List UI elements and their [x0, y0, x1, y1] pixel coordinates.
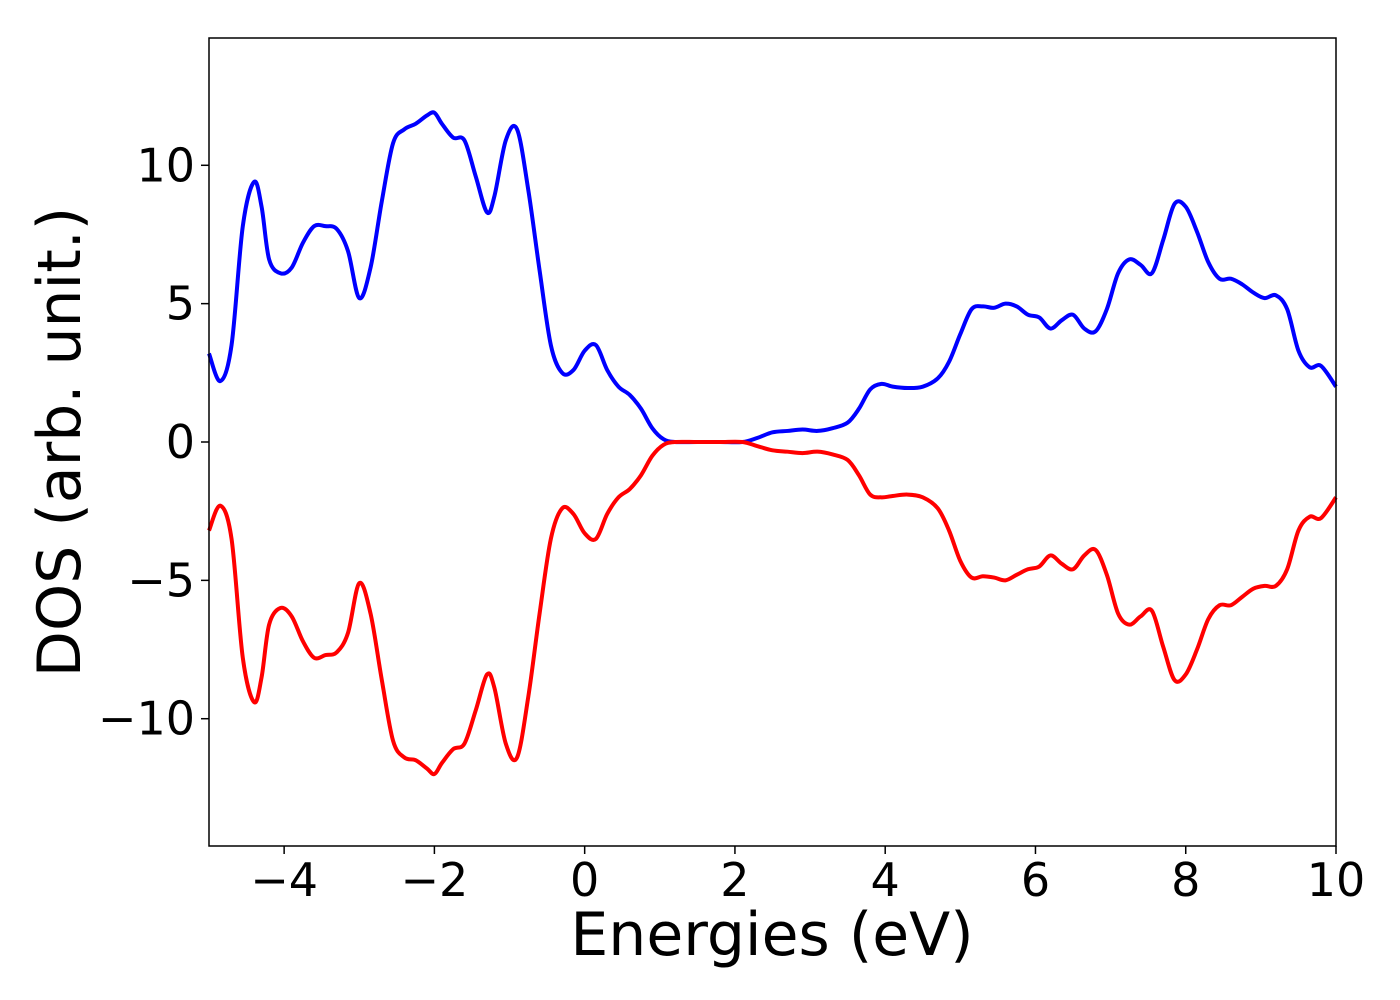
- y-axis-label: DOS (arb. unit.): [25, 207, 95, 677]
- x-tick-label: 8: [1171, 853, 1200, 907]
- x-tick-label: −4: [250, 853, 318, 907]
- series-layer: [207, 110, 1338, 777]
- dos-series-line-1: [207, 110, 1338, 445]
- y-tick-label: −5: [127, 553, 195, 607]
- y-tick-label: 10: [136, 138, 195, 192]
- plot-frame: [208, 37, 1337, 847]
- ticks-layer: −4 −2 0 2 4 6 8 10 −10 −5 0 5 10: [98, 138, 1365, 907]
- y-tick-label: −10: [98, 692, 195, 746]
- x-tick-label: 10: [1307, 853, 1366, 907]
- x-tick-label: 2: [720, 853, 749, 907]
- dos-series-line-2: [207, 439, 1338, 777]
- x-tick-label: 6: [1021, 853, 1050, 907]
- x-tick-label: −2: [400, 853, 468, 907]
- x-axis-label: Energies (eV): [570, 900, 973, 970]
- y-tick-label: 5: [166, 277, 195, 331]
- x-tick-label: 4: [871, 853, 900, 907]
- x-tick-label: 0: [570, 853, 599, 907]
- y-tick-label: 0: [166, 415, 195, 469]
